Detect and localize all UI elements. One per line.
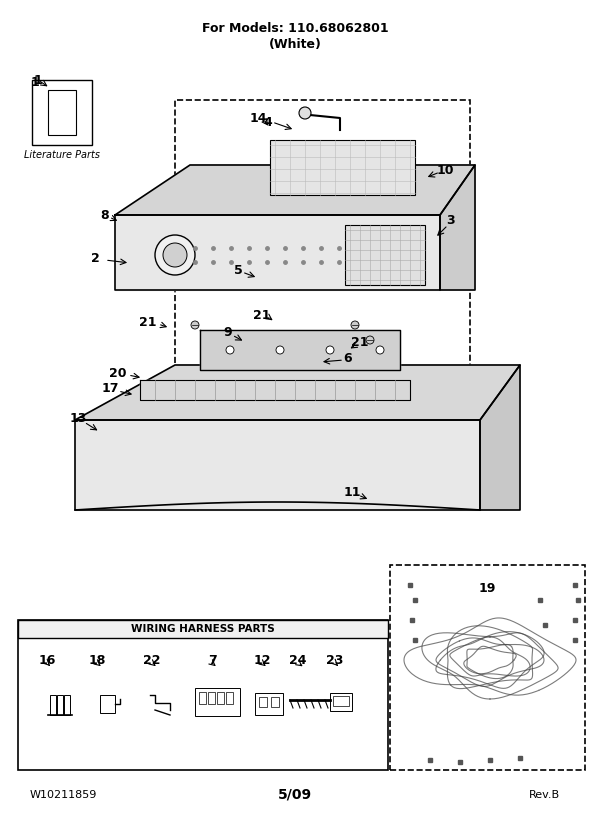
Text: For Models: 110.68062801: For Models: 110.68062801 xyxy=(202,21,388,34)
Bar xyxy=(32,80,92,145)
Bar xyxy=(217,692,224,704)
Circle shape xyxy=(226,346,234,354)
Text: 11: 11 xyxy=(343,486,360,499)
Bar xyxy=(18,620,388,770)
Text: W10211859: W10211859 xyxy=(30,790,97,800)
Circle shape xyxy=(351,321,359,329)
Text: 9: 9 xyxy=(224,325,232,338)
Bar xyxy=(100,695,115,713)
Polygon shape xyxy=(480,365,520,510)
Bar xyxy=(175,100,470,375)
Text: 1: 1 xyxy=(31,76,40,89)
Bar xyxy=(18,620,388,638)
Text: 23: 23 xyxy=(326,654,344,667)
Bar xyxy=(208,692,215,704)
Circle shape xyxy=(155,235,195,275)
Text: 13: 13 xyxy=(69,412,87,425)
Text: 3: 3 xyxy=(445,214,454,227)
Text: 5/09: 5/09 xyxy=(278,788,312,802)
Text: (White): (White) xyxy=(268,37,322,51)
Text: 2: 2 xyxy=(91,252,99,265)
Text: 21: 21 xyxy=(139,315,157,328)
Text: 10: 10 xyxy=(436,164,454,177)
Bar xyxy=(270,140,415,195)
Polygon shape xyxy=(115,165,475,215)
Circle shape xyxy=(376,346,384,354)
Text: 12: 12 xyxy=(253,654,271,667)
Polygon shape xyxy=(440,165,475,290)
Bar xyxy=(48,90,76,135)
Text: 20: 20 xyxy=(109,367,127,380)
Polygon shape xyxy=(75,365,520,420)
Bar xyxy=(330,693,352,711)
Text: 5: 5 xyxy=(234,263,242,276)
Polygon shape xyxy=(140,380,410,400)
Polygon shape xyxy=(200,330,400,370)
Bar xyxy=(345,225,425,285)
Bar xyxy=(64,695,70,715)
Text: 17: 17 xyxy=(101,381,119,394)
Circle shape xyxy=(276,346,284,354)
Text: 6: 6 xyxy=(344,351,352,364)
Text: 22: 22 xyxy=(143,654,160,667)
Circle shape xyxy=(299,107,311,119)
Text: Rev.B: Rev.B xyxy=(529,790,560,800)
Text: 7: 7 xyxy=(208,654,217,667)
Bar xyxy=(255,693,283,715)
Circle shape xyxy=(163,243,187,267)
Bar xyxy=(390,565,585,770)
Bar xyxy=(333,696,349,706)
Circle shape xyxy=(191,321,199,329)
Text: 16: 16 xyxy=(38,654,55,667)
Text: 21: 21 xyxy=(351,336,369,349)
Bar xyxy=(259,697,267,707)
Text: 19: 19 xyxy=(478,581,496,594)
Text: Literature Parts: Literature Parts xyxy=(24,150,100,160)
Text: 21: 21 xyxy=(253,309,271,321)
Bar xyxy=(195,688,240,716)
Text: 4: 4 xyxy=(264,116,273,129)
Text: 8: 8 xyxy=(101,209,109,222)
Text: 15: 15 xyxy=(391,267,409,280)
Text: 14: 14 xyxy=(249,112,267,125)
Bar xyxy=(226,692,233,704)
Circle shape xyxy=(366,336,374,344)
Text: 24: 24 xyxy=(289,654,307,667)
Polygon shape xyxy=(115,215,440,290)
Bar xyxy=(57,695,63,715)
Text: 18: 18 xyxy=(88,654,106,667)
Polygon shape xyxy=(75,420,480,510)
Text: WIRING HARNESS PARTS: WIRING HARNESS PARTS xyxy=(131,624,275,634)
Circle shape xyxy=(326,346,334,354)
Text: 1: 1 xyxy=(34,73,42,86)
Bar xyxy=(50,695,56,715)
Bar xyxy=(271,697,279,707)
Bar xyxy=(199,692,206,704)
